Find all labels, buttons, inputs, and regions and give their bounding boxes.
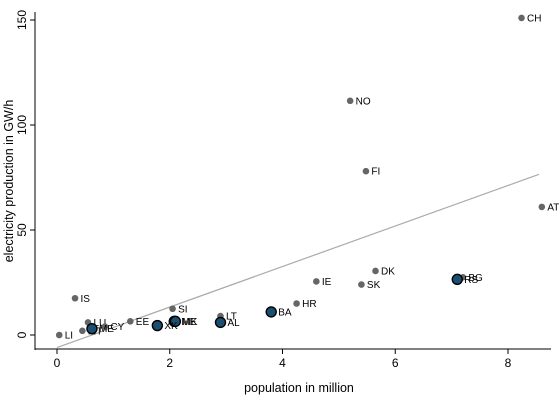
x-tick-label: 6 — [392, 356, 399, 370]
point-label: MK — [182, 317, 197, 328]
point-label: SK — [367, 280, 381, 291]
y-axis-title: electricity production in GW/h — [2, 100, 16, 263]
data-point — [538, 203, 546, 211]
data-point — [518, 14, 525, 22]
data-point-highlight — [151, 319, 164, 332]
data-point-highlight — [86, 323, 98, 335]
point-label: CY — [110, 322, 124, 333]
data-point — [79, 327, 86, 335]
y-tick-label: 0 — [15, 331, 29, 338]
axes-layer: 0 2 4 6 8 0 50 100 150 — [15, 10, 551, 370]
fit-line — [56, 173, 540, 349]
point-label: CH — [527, 13, 541, 24]
data-point — [55, 331, 63, 339]
data-point — [293, 300, 300, 307]
point-label: IS — [81, 294, 91, 305]
data-point-highlight — [451, 273, 463, 286]
data-point — [101, 323, 109, 330]
point-label: SI — [178, 304, 187, 315]
data-point-highlight — [169, 315, 182, 328]
point-label: BG — [468, 273, 483, 284]
x-tick-label: 8 — [505, 356, 512, 370]
y-tick-label: 50 — [15, 223, 29, 237]
point-label: DK — [381, 266, 395, 277]
data-point — [372, 267, 379, 275]
point-label: LT — [226, 312, 237, 323]
point-label: EE — [136, 317, 150, 328]
point-label: ME — [181, 317, 196, 328]
x-tick-label: 0 — [54, 356, 61, 370]
x-axis-title: population in million — [244, 381, 354, 395]
data-point-highlight — [265, 306, 277, 318]
point-label: ME — [99, 324, 114, 335]
point-label: LU — [94, 318, 107, 329]
point-label: LI — [65, 331, 73, 342]
data-point — [346, 97, 354, 105]
point-label: AT — [547, 202, 559, 213]
data-point — [169, 305, 176, 313]
point-label: BA — [278, 307, 292, 318]
point-label: HR — [302, 299, 316, 310]
point-label: AL — [227, 318, 240, 329]
x-tick-label: 4 — [279, 356, 286, 370]
point-label: FI — [371, 167, 380, 178]
y-tick-label: 150 — [15, 10, 29, 30]
point-label: RS — [464, 275, 478, 286]
point-label: IE — [322, 277, 332, 288]
data-point-highlight — [214, 316, 227, 329]
data-point — [313, 278, 320, 285]
y-tick-label: 100 — [15, 115, 29, 135]
data-point — [358, 281, 365, 288]
data-point — [362, 167, 370, 175]
fit-line-layer — [56, 173, 540, 349]
x-tick-label: 2 — [166, 356, 173, 370]
points-layer: CHNOFIATDKBGIESKISHRSILTEELUCYMTLIRSBAME… — [55, 13, 559, 342]
point-label: NO — [356, 96, 371, 107]
data-point — [71, 294, 79, 302]
point-label: XK — [164, 321, 178, 332]
data-point — [126, 318, 134, 325]
